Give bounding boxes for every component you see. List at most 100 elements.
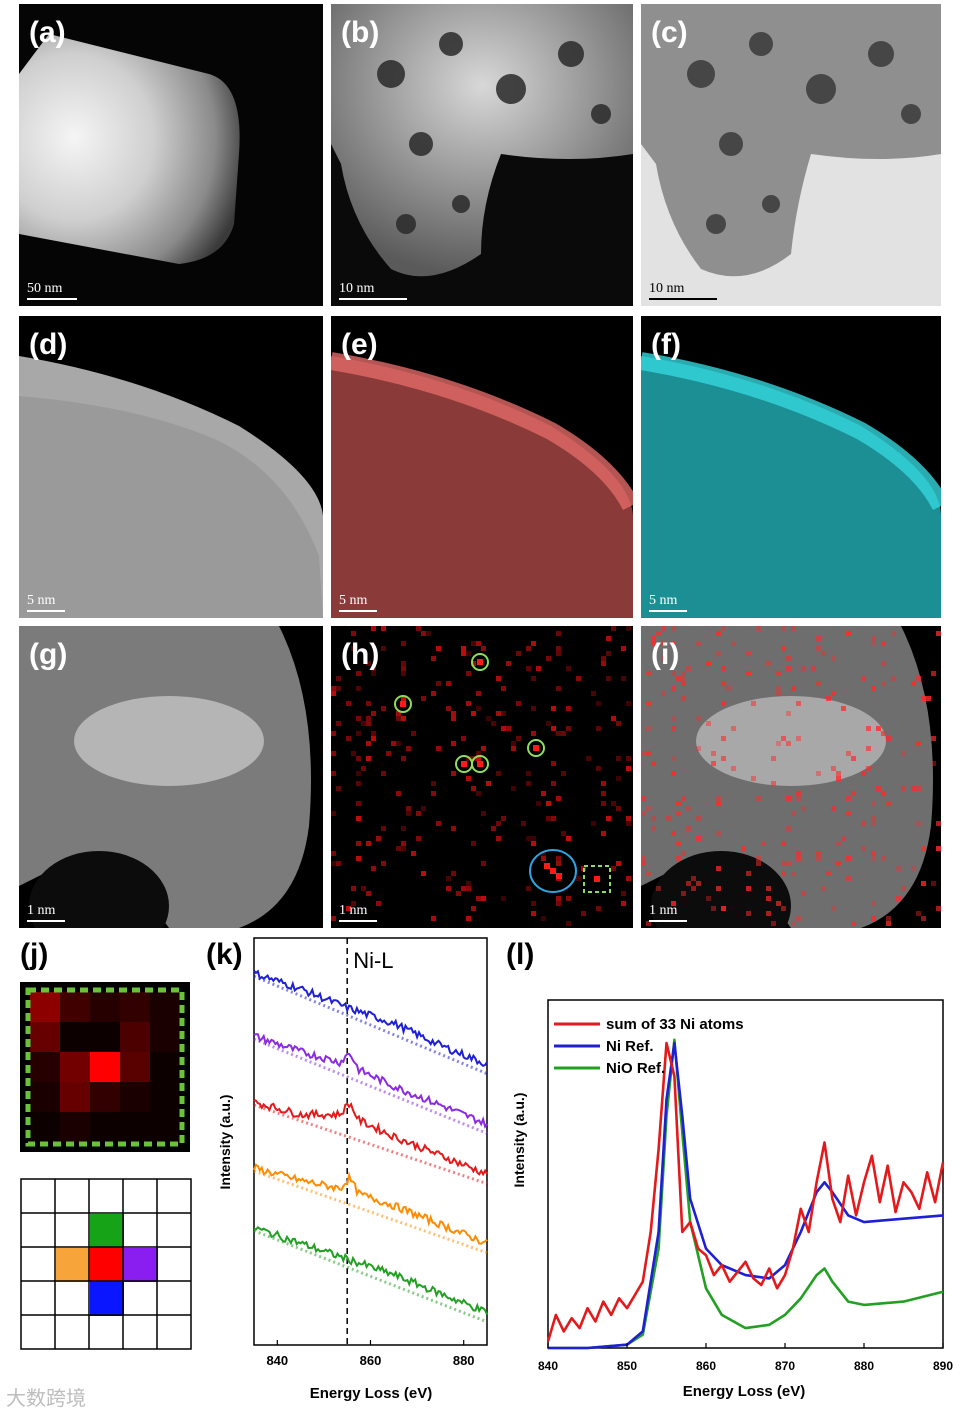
ni-signal-pixel: [376, 901, 381, 906]
ni-signal-pixel: [566, 836, 571, 841]
ni-signal-pixel: [556, 731, 561, 736]
ni-signal-pixel: [616, 861, 621, 866]
ni-signal-pixel: [546, 721, 551, 726]
ni-signal-pixel: [491, 826, 496, 831]
ni-overlay-pixel: [641, 856, 646, 861]
ni-signal-pixel: [381, 646, 386, 651]
ni-signal-pixel: [471, 711, 476, 716]
atom-circle: [471, 653, 489, 671]
ni-signal-pixel: [596, 726, 601, 731]
ni-signal-pixel: [626, 816, 631, 821]
ni-signal-pixel: [546, 656, 551, 661]
k-spectrum-orange: [253, 1163, 488, 1245]
ni-signal-pixel: [501, 686, 506, 691]
ni-signal-pixel: [531, 706, 536, 711]
panel-a-particle: [19, 34, 240, 264]
k-spectrum-green: [253, 1225, 488, 1315]
chart-l-frame: [547, 999, 944, 1349]
ni-signal-pixel: [466, 776, 471, 781]
chart-l-xlabel: Energy Loss (eV): [683, 1383, 806, 1400]
ni-signal-pixel: [356, 841, 361, 846]
ni-signal-pixel: [511, 746, 516, 751]
panel-k-label: (k): [206, 938, 243, 971]
ni-signal-pixel: [526, 646, 531, 651]
ni-signal-pixel: [621, 891, 626, 896]
zoom-pixel: [60, 1052, 90, 1082]
ni-signal-pixel: [421, 696, 426, 701]
ni-overlay-pixel: [846, 751, 851, 756]
ni-signal-pixel: [436, 681, 441, 686]
ni-signal-pixel: [331, 686, 336, 691]
zoom-pixel: [90, 1052, 120, 1082]
ni-overlay-pixel: [916, 741, 921, 746]
ni-signal-pixel: [461, 736, 466, 741]
chart-k: Ni-L 840 860 880 Energy Loss (eV) Intensit…: [217, 937, 488, 1402]
ni-signal-pixel: [556, 896, 561, 901]
ni-overlay-pixel: [686, 806, 691, 811]
ni-signal-pixel: [626, 876, 631, 881]
ni-signal-pixel: [476, 641, 481, 646]
ni-overlay-pixel: [791, 871, 796, 876]
ni-signal-pixel: [511, 786, 516, 791]
ni-signal-pixel: [401, 716, 406, 721]
panel-a-scalebar: 50 nm: [27, 281, 77, 300]
panel-h-scalebar: 1 nm: [339, 903, 377, 922]
panel-i-image: (i) 1 nm: [641, 626, 941, 928]
ni-overlay-pixel: [646, 871, 651, 876]
ni-overlay-pixel: [716, 796, 721, 801]
panel-d-haadf-map: [19, 356, 323, 618]
ni-overlay-pixel: [751, 776, 756, 781]
ni-overlay-pixel: [781, 861, 786, 866]
l-xtick-label: 880: [854, 1359, 874, 1373]
ni-overlay-pixel: [871, 851, 876, 856]
ni-signal-pixel: [486, 781, 491, 786]
ni-signal-pixel: [476, 706, 481, 711]
watermark: 大数跨境: [6, 1386, 86, 1410]
ni-overlay-pixel: [791, 686, 796, 691]
panel-e-element-map-red: [331, 352, 633, 618]
panel-g-atomic-image: [19, 626, 311, 928]
k-spectrum-blue: [253, 969, 488, 1067]
ni-signal-pixel: [356, 756, 361, 761]
ni-overlay-pixel: [881, 856, 886, 861]
ni-overlay-pixel: [871, 916, 876, 921]
ni-signal-pixel: [416, 626, 421, 631]
ni-signal-pixel: [556, 631, 561, 636]
ni-signal-pixel: [331, 751, 336, 756]
ni-overlay-pixel: [781, 646, 786, 651]
ni-overlay-pixel: [746, 871, 751, 876]
ni-signal-pixel: [396, 711, 401, 716]
panel-b-scalebar: 10 nm: [339, 281, 407, 300]
ni-atom-pixel: [477, 659, 483, 665]
ni-signal-pixel: [356, 671, 361, 676]
ni-signal-pixel: [501, 726, 506, 731]
ni-overlay-pixel: [646, 751, 651, 756]
ni-signal-pixel: [466, 886, 471, 891]
ni-signal-pixel: [626, 766, 631, 771]
zoom-pixel: [120, 1022, 150, 1052]
ni-overlay-pixel: [651, 641, 656, 646]
ni-overlay-pixel: [671, 771, 676, 776]
ni-overlay-pixel: [691, 886, 696, 891]
panel-a-label: (a): [29, 16, 66, 49]
ni-overlay-pixel: [651, 826, 656, 831]
ni-signal-pixel: [541, 856, 546, 861]
ni-signal-pixel: [436, 746, 441, 751]
ni-overlay-pixel: [801, 806, 806, 811]
ni-overlay-pixel: [831, 806, 836, 811]
ni-signal-pixel: [401, 756, 406, 761]
ni-signal-pixel: [561, 731, 566, 736]
ni-overlay-pixel: [811, 666, 816, 671]
ni-overlay-pixel: [826, 871, 831, 876]
ni-overlay-pixel: [691, 876, 696, 881]
ni-overlay-pixel: [746, 651, 751, 656]
ni-signal-pixel: [626, 701, 631, 706]
ni-overlay-pixel: [746, 886, 751, 891]
ni-overlay-pixel: [646, 701, 651, 706]
ni-signal-pixel: [366, 716, 371, 721]
ni-signal-pixel: [471, 661, 476, 666]
ni-overlay-pixel: [656, 631, 661, 636]
l-xtick-label: 840: [538, 1359, 558, 1373]
ni-signal-pixel: [476, 756, 481, 761]
panel-e-label: (e): [341, 328, 378, 361]
